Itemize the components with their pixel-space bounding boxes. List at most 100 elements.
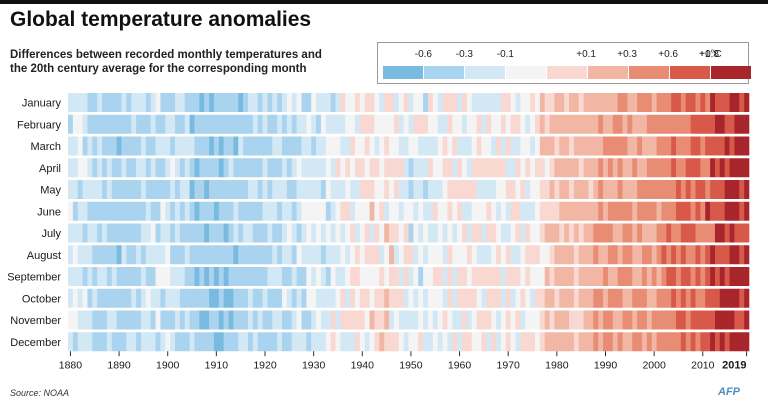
- heatmap-cell: [179, 180, 186, 199]
- heatmap-cell: [296, 158, 302, 178]
- heatmap-cell: [427, 180, 434, 199]
- heatmap-cell: [530, 136, 536, 156]
- heatmap-cell: [661, 180, 667, 199]
- heatmap-cell: [189, 310, 195, 330]
- heatmap-cell: [165, 332, 171, 352]
- heatmap-cell: [671, 136, 677, 156]
- heatmap-cell: [155, 245, 161, 265]
- heatmap-cell: [272, 136, 278, 156]
- heatmap-cell: [676, 245, 682, 265]
- heatmap-cell: [389, 93, 395, 112]
- heatmap-cell: [82, 332, 88, 352]
- heatmap-cell: [320, 223, 327, 243]
- heatmap-cell: [680, 114, 687, 134]
- heatmap-cell: [131, 332, 137, 352]
- heatmap-cell: [325, 245, 331, 265]
- heatmap-cell: [136, 180, 142, 199]
- heatmap-cell: [739, 201, 745, 221]
- heatmap-cell: [306, 267, 312, 286]
- heatmap-cell: [632, 136, 638, 156]
- heatmap-cell: [272, 180, 278, 199]
- heatmap-cell: [744, 158, 750, 178]
- heatmap-cell: [612, 332, 618, 352]
- heatmap-cell: [228, 136, 234, 156]
- heatmap-cell: [218, 332, 224, 352]
- heatmap-cell: [102, 288, 108, 308]
- heatmap-cell: [398, 245, 404, 265]
- heatmap-cell: [685, 136, 691, 156]
- heatmap-cell: [534, 310, 541, 330]
- heatmap-cell: [520, 288, 526, 308]
- heatmap-cell: [651, 114, 657, 134]
- heatmap-cell: [165, 158, 171, 178]
- heatmap-cell: [403, 223, 409, 243]
- heatmap-cell: [486, 267, 492, 286]
- heatmap-cell: [175, 310, 181, 330]
- heatmap-cell: [744, 288, 750, 308]
- heatmap-cell: [603, 332, 609, 352]
- heatmap-cell: [544, 267, 550, 286]
- heatmap-cell: [106, 245, 113, 265]
- heatmap-cell: [607, 136, 614, 156]
- heatmap-cell: [632, 93, 638, 112]
- heatmap-cell: [539, 332, 545, 352]
- heatmap-cell: [136, 158, 142, 178]
- heatmap-cell: [335, 136, 341, 156]
- heatmap-cell: [554, 288, 560, 308]
- legend-swatch: [506, 66, 546, 79]
- heatmap-cell: [277, 158, 283, 178]
- heatmap-cell: [564, 288, 570, 308]
- heatmap-cell: [306, 310, 312, 330]
- heatmap-cell: [204, 223, 210, 243]
- heatmap-cell: [116, 114, 122, 134]
- month-label: July: [41, 228, 61, 240]
- heatmap-cell: [209, 288, 215, 308]
- heatmap-cell: [651, 201, 657, 221]
- heatmap-cell: [82, 267, 88, 286]
- heatmap-cell: [345, 93, 351, 112]
- heatmap-cell: [544, 332, 550, 352]
- heatmap-cell: [140, 267, 147, 286]
- heatmap-cell: [695, 136, 701, 156]
- heatmap-cell: [680, 136, 687, 156]
- heatmap-cell: [140, 201, 147, 221]
- heatmap-cell: [160, 332, 166, 352]
- heatmap-cell: [247, 114, 254, 134]
- heatmap-cell: [150, 136, 156, 156]
- heatmap-cell: [398, 180, 404, 199]
- heatmap-cell: [418, 267, 424, 286]
- heatmap-cell: [700, 267, 706, 286]
- heatmap-cell: [710, 267, 716, 286]
- heatmap-cell: [204, 180, 210, 199]
- heatmap-cell: [184, 93, 190, 112]
- heatmap-cell: [282, 158, 288, 178]
- heatmap-cell: [194, 180, 200, 199]
- heatmap-cell: [573, 180, 580, 199]
- heatmap-cell: [719, 310, 725, 330]
- heatmap-cell: [612, 114, 618, 134]
- legend-swatch: [629, 66, 669, 79]
- heatmap-cell: [442, 136, 448, 156]
- heatmap-cell: [651, 93, 657, 112]
- heatmap-cell: [676, 136, 682, 156]
- heatmap-cell: [520, 136, 526, 156]
- heatmap-cell: [306, 158, 312, 178]
- heatmap-cell: [92, 267, 98, 286]
- heatmap-cell: [350, 288, 356, 308]
- heatmap-cell: [520, 223, 526, 243]
- heatmap-cell: [578, 267, 584, 286]
- heatmap-cell: [213, 158, 220, 178]
- heatmap-cell: [233, 310, 239, 330]
- x-tick-label: 1880: [59, 359, 83, 371]
- heatmap-cell: [282, 180, 288, 199]
- heatmap-cell: [695, 332, 701, 352]
- heatmap-cell: [403, 267, 409, 286]
- heatmap-cell: [646, 93, 653, 112]
- heatmap-cell: [160, 158, 166, 178]
- heatmap-cell: [437, 267, 443, 286]
- heatmap-cell: [68, 180, 74, 199]
- heatmap-cell: [296, 223, 302, 243]
- heatmap-cell: [442, 223, 448, 243]
- heatmap-cell: [423, 310, 429, 330]
- heatmap-cell: [744, 114, 750, 134]
